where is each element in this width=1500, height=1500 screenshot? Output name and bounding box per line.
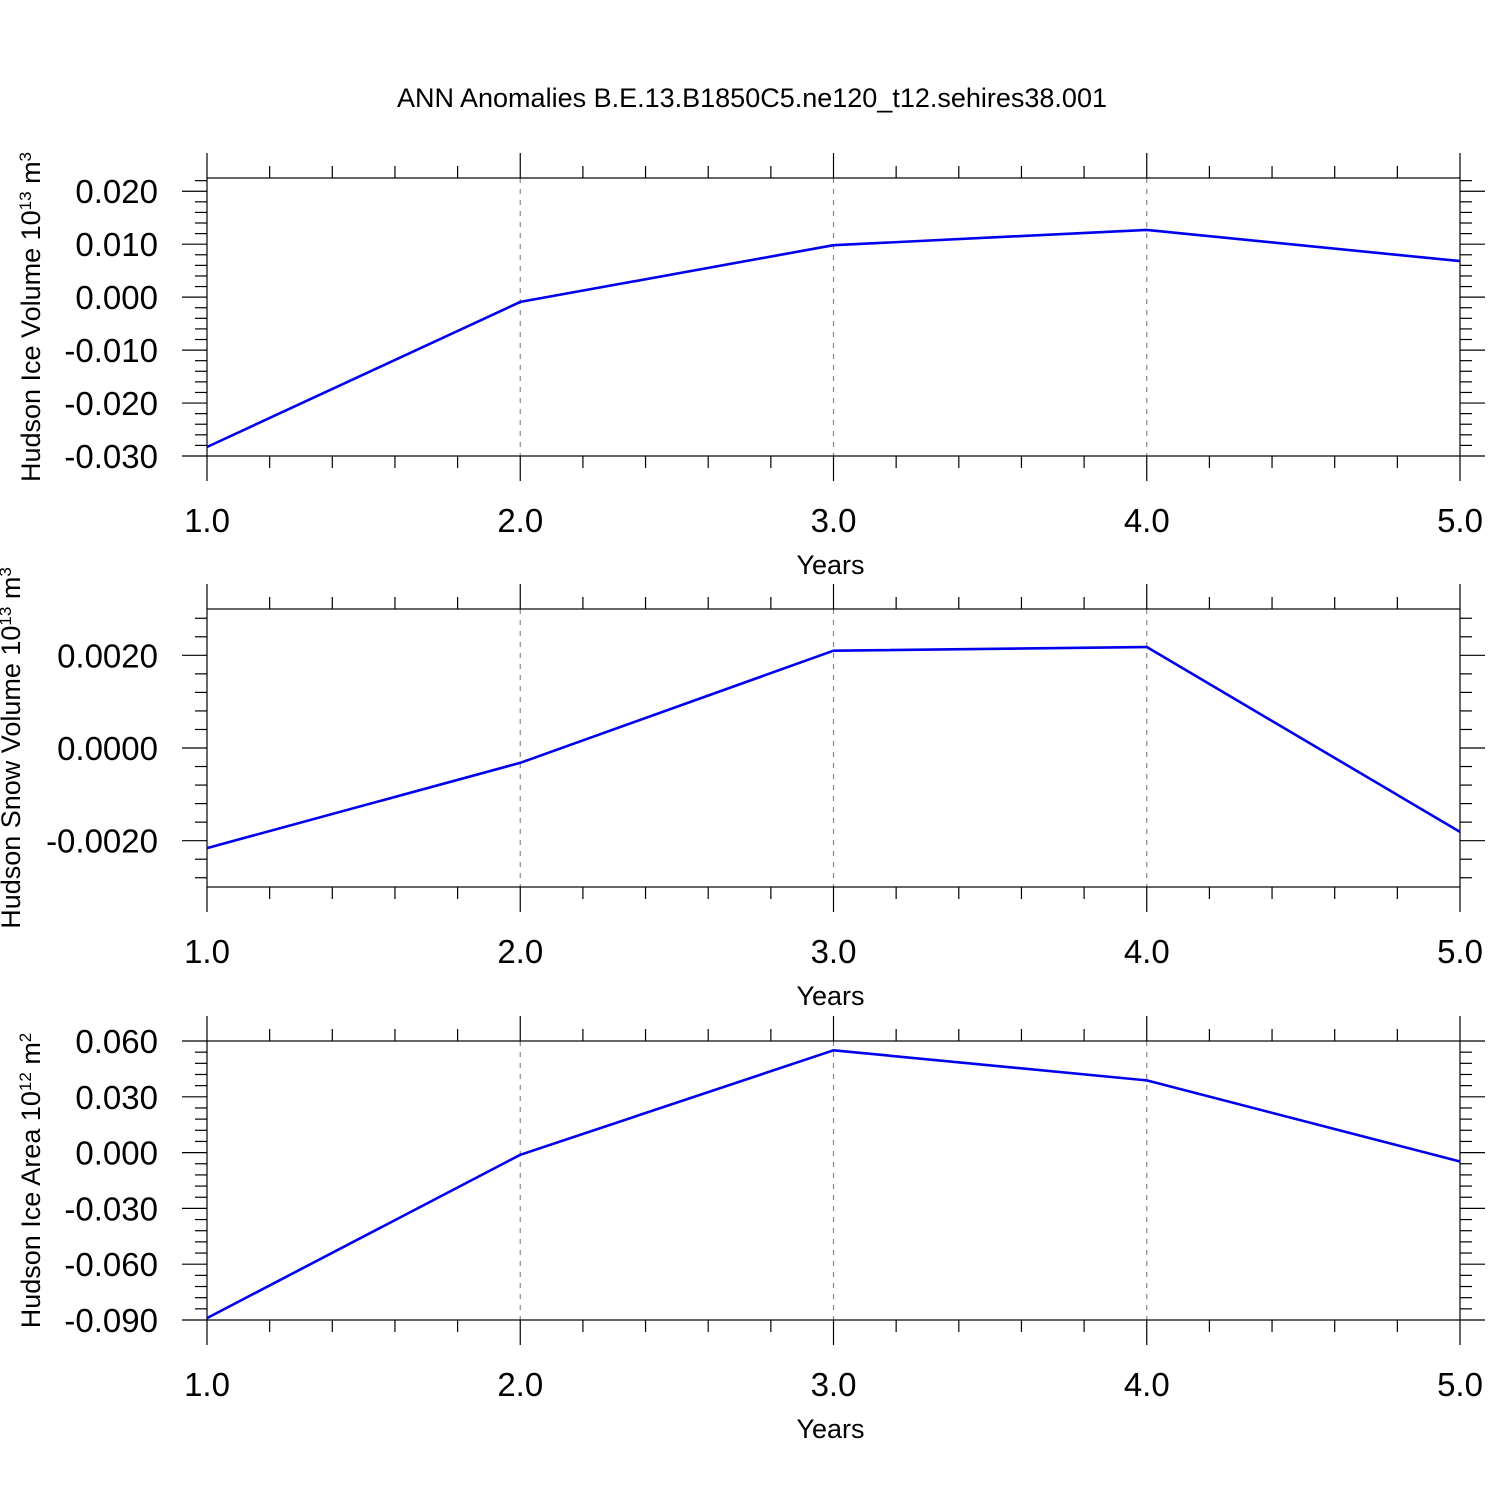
ice-volume-ytick-label: 0.020 (75, 173, 158, 210)
ice-area-xtick-label: 4.0 (1124, 1366, 1170, 1403)
ice-area-plot-frame (206, 1040, 1461, 1321)
ice-area-ytick-label: 0.000 (75, 1135, 158, 1172)
ice-volume-ytick-label: -0.030 (64, 438, 158, 475)
ice-area-ytick-label: -0.060 (64, 1246, 158, 1283)
ice-area-ytick-label: 0.060 (75, 1023, 158, 1060)
figure-title: ANN Anomalies B.E.13.B1850C5.ne120_t12.s… (397, 83, 1107, 113)
snow-volume-xtick-label: 3.0 (811, 933, 857, 970)
snow-volume-y-axis-label-unit: m (0, 577, 26, 607)
panels: 1.0 2.0 3.0 4.0 5.0 0.020 0.010 0.000 -0.010 -0.0… (0, 152, 1485, 1444)
ice-area-ytick-label: 0.030 (75, 1079, 158, 1116)
ice-volume-x-axis-label: Years (796, 550, 864, 580)
ice-volume-y-axis-label-unit-sup: 3 (16, 152, 35, 161)
snow-volume-xtick-label: 4.0 (1124, 933, 1170, 970)
snow-volume-y-axis-label-unit-sup: 3 (0, 567, 15, 576)
ice-volume-plot-frame (206, 177, 1461, 457)
snow-volume-xtick-label: 5.0 (1437, 933, 1483, 970)
snow-volume-xtick-label: 1.0 (184, 933, 230, 970)
snow-volume-ytick-label: 0.0020 (57, 637, 158, 674)
ice-area-y-axis-label-sup: 12 (16, 1072, 35, 1091)
ice-volume-ytick-label: 0.000 (75, 279, 158, 316)
ice-area-ytick-label: -0.090 (64, 1302, 158, 1339)
ice-area-xtick-label: 5.0 (1437, 1366, 1483, 1403)
ice-area-series-line (206, 1049, 1461, 1320)
ice-volume-xtick-label: 3.0 (811, 502, 857, 539)
ice-area-ytick-label: -0.030 (64, 1190, 158, 1227)
ice-volume-series-line (206, 228, 1461, 449)
ice-volume-y-axis-label-text: Hudson Ice Volume 10 (16, 210, 46, 482)
snow-volume-x-axis-label: Years (796, 981, 864, 1011)
panel-ice-area: 1.0 2.0 3.0 4.0 5.0 0.060 0.030 0.000 -0.030 -0.0… (16, 1016, 1485, 1444)
ice-area-y-axis-label-unit: m (16, 1042, 46, 1072)
ice-area-xtick-label: 3.0 (811, 1366, 857, 1403)
ice-area-xtick-label: 2.0 (497, 1366, 543, 1403)
ice-area-y-axis-label-unit-sup: 2 (16, 1033, 35, 1042)
ice-volume-xtick-label: 5.0 (1437, 502, 1483, 539)
ice-volume-ytick-label: -0.020 (64, 385, 158, 422)
ice-volume-y-axis-label-unit: m (16, 161, 46, 191)
panel-ice-volume: 1.0 2.0 3.0 4.0 5.0 0.020 0.010 0.000 -0.010 -0.0… (16, 152, 1485, 580)
ice-volume-xtick-label: 2.0 (497, 502, 543, 539)
ice-area-y-axis-label: Hudson Ice Area 1012 m2 (16, 1033, 47, 1329)
ice-area-x-axis-label: Years (796, 1414, 864, 1444)
snow-volume-xtick-label: 2.0 (497, 933, 543, 970)
snow-volume-ytick-label: -0.0020 (46, 823, 158, 860)
panel-snow-volume: 1.0 2.0 3.0 4.0 5.0 0.0020 0.0000 -0.0020 Years H… (0, 567, 1485, 1011)
ice-volume-y-axis-label: Hudson Ice Volume 1013 m3 (16, 152, 47, 482)
ice-volume-ytick-label: 0.010 (75, 226, 158, 263)
ice-area-y-axis-label-text: Hudson Ice Area 10 (16, 1091, 46, 1328)
snow-volume-ytick-label: 0.0000 (57, 730, 158, 767)
snow-volume-series-line (206, 645, 1461, 850)
snow-volume-y-axis-label-sup: 13 (0, 607, 15, 626)
ice-volume-xtick-label: 4.0 (1124, 502, 1170, 539)
snow-volume-y-axis-label: Hudson Snow Volume 1013 m3 (0, 567, 26, 929)
ice-volume-y-axis-label-sup: 13 (16, 191, 35, 210)
snow-volume-y-axis-label-text: Hudson Snow Volume 10 (0, 626, 26, 929)
ice-area-xtick-label: 1.0 (184, 1366, 230, 1403)
ice-volume-ytick-label: -0.010 (64, 332, 158, 369)
ice-volume-xtick-label: 1.0 (184, 502, 230, 539)
